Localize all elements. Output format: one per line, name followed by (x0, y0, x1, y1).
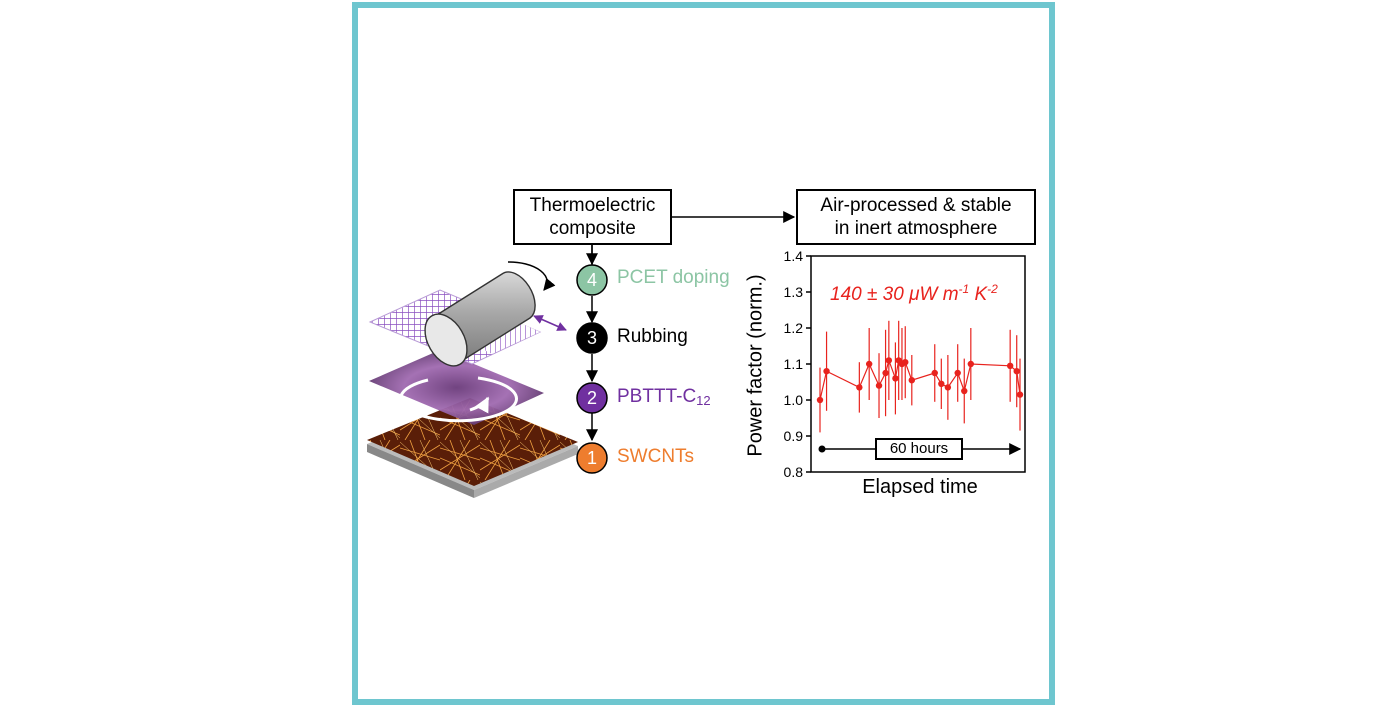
step-1-label: SWCNTs (617, 446, 695, 467)
y-tick-label: 1.3 (784, 284, 804, 300)
air-line1: Air-processed & stable (820, 195, 1012, 216)
data-point (875, 382, 883, 389)
data-point (1013, 368, 1020, 375)
data-point (856, 384, 863, 391)
step-1-number: 1 (587, 448, 597, 468)
data-point (882, 369, 889, 377)
step-4-label: PCET doping (617, 267, 730, 288)
step-2-circle: 2 (576, 382, 608, 414)
time-span-start-dot (818, 445, 826, 453)
data-point (816, 396, 824, 404)
data-point (954, 369, 961, 377)
y-tick-label: 1.0 (784, 392, 804, 408)
step-4-number: 4 (587, 270, 597, 290)
y-tick-label: 1.1 (784, 356, 804, 372)
data-point (961, 387, 968, 395)
y-tick-label: 1.4 (784, 248, 804, 264)
data-point (902, 359, 909, 366)
composite-line2: composite (549, 218, 636, 239)
step-2-number: 2 (587, 388, 597, 408)
power-factor-annotation: 140 ± 30 μW m-1 K-2 (830, 282, 998, 305)
air-processed-box: Air-processed & stable in inert atmosphe… (796, 189, 1036, 245)
data-point (931, 369, 938, 377)
data-point (967, 360, 975, 368)
step-2-subscript: 12 (696, 393, 711, 408)
data-point (823, 368, 830, 375)
power-factor-chart: 0.8 0.9 1.0 1.1 1.2 1.3 1.4 (784, 248, 1026, 480)
step-1-circle: 1 (576, 442, 608, 474)
y-tick-label: 1.2 (784, 320, 804, 336)
swcnt-film-layer (367, 398, 578, 486)
series-line (819, 358, 1021, 401)
data-point (938, 380, 945, 387)
data-point (1016, 391, 1024, 398)
time-span-label: 60 hours (875, 438, 963, 460)
step-4-circle: 4 (576, 264, 608, 296)
rubbing-cylinder (424, 261, 567, 367)
step-3-circle: 3 (576, 322, 608, 354)
y-tick-label: 0.9 (784, 428, 804, 444)
thermoelectric-composite-box: Thermoelectric composite (513, 189, 672, 245)
data-point (892, 375, 899, 382)
data-point (885, 357, 893, 364)
y-tick-label: 0.8 (784, 464, 804, 480)
air-line2: in inert atmosphere (834, 218, 998, 239)
step-3-number: 3 (587, 328, 597, 348)
composite-line1: Thermoelectric (529, 195, 656, 216)
data-point (908, 377, 916, 384)
data-point (865, 360, 873, 368)
step-3-label: Rubbing (617, 326, 688, 347)
step-2-label: PBTTT-C12 (617, 386, 711, 408)
y-axis-label: Power factor (norm.) (744, 274, 767, 457)
x-axis-label: Elapsed time (862, 476, 978, 498)
pbttt-film-layer (369, 350, 544, 425)
data-point (1006, 362, 1014, 369)
data-point (944, 384, 952, 391)
